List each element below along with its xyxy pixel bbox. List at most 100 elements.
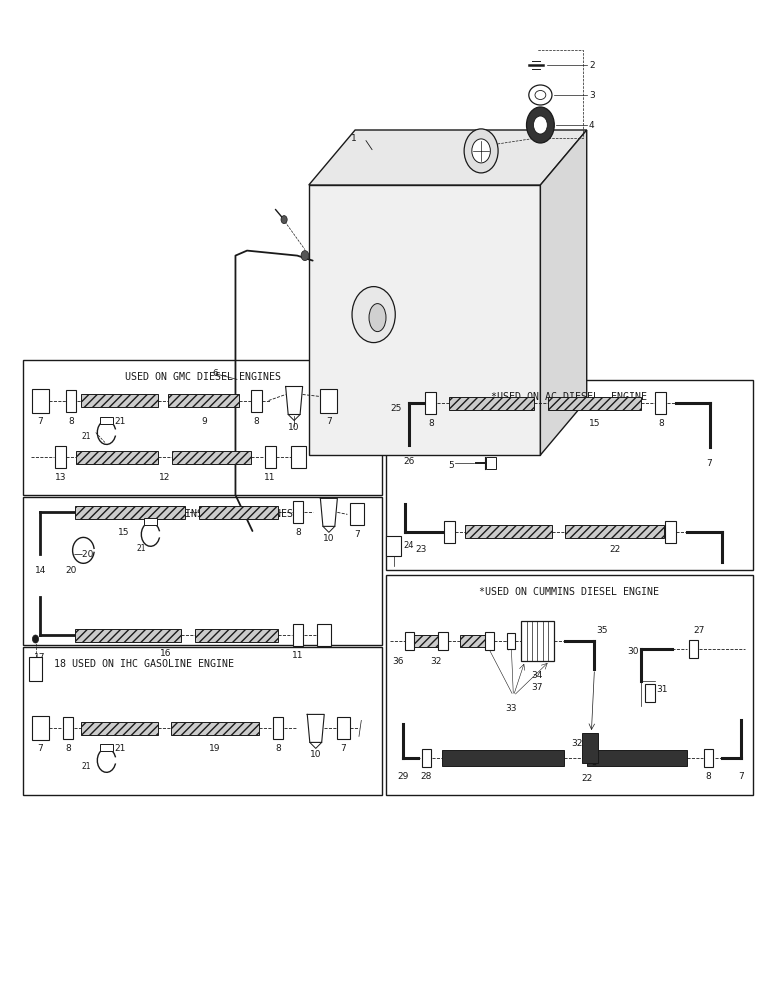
Bar (449, 397, 534, 410)
Bar (320, 388, 337, 412)
Text: 11: 11 (293, 651, 303, 660)
Bar (100, 416, 113, 424)
Text: 14: 14 (35, 566, 46, 575)
Bar (291, 446, 306, 468)
Bar (350, 503, 364, 525)
Text: 7: 7 (738, 772, 744, 781)
Text: USED ON PERKINS DIESEL ENGINES: USED ON PERKINS DIESEL ENGINES (113, 509, 293, 519)
Bar (63, 717, 73, 739)
Bar (425, 392, 436, 414)
Bar (293, 501, 303, 523)
Text: 11: 11 (265, 473, 276, 482)
Text: 8: 8 (706, 772, 712, 781)
Circle shape (32, 635, 39, 643)
Circle shape (301, 251, 309, 261)
Text: 31: 31 (656, 684, 668, 694)
Text: 8: 8 (295, 528, 301, 537)
Text: 10: 10 (323, 534, 334, 543)
Text: 7: 7 (326, 416, 332, 426)
Bar (32, 716, 49, 740)
Text: —20: —20 (73, 550, 93, 559)
Bar (172, 451, 251, 464)
Text: 21: 21 (81, 432, 90, 441)
Text: 21: 21 (137, 544, 146, 553)
Bar (66, 389, 76, 412)
Bar (265, 446, 276, 468)
Text: 7: 7 (354, 530, 360, 539)
Bar (665, 521, 676, 542)
Bar (689, 640, 698, 658)
Bar (438, 632, 448, 650)
Text: 6: 6 (212, 369, 218, 378)
Bar (548, 397, 641, 410)
Bar (521, 621, 554, 661)
Bar (199, 506, 278, 519)
Bar (444, 521, 455, 542)
Text: 8: 8 (428, 419, 434, 428)
Text: 21: 21 (81, 762, 90, 771)
Text: 17: 17 (35, 653, 46, 662)
Text: 22: 22 (581, 774, 592, 783)
Text: 27: 27 (693, 626, 705, 635)
Text: 36: 36 (392, 657, 403, 666)
Text: 8: 8 (65, 744, 71, 753)
Bar (414, 635, 438, 647)
Ellipse shape (535, 91, 546, 100)
Bar (442, 750, 564, 766)
Text: 8: 8 (658, 419, 664, 428)
Circle shape (533, 116, 547, 134)
Text: *USED ON CUMMINS DIESEL ENGINE: *USED ON CUMMINS DIESEL ENGINE (479, 587, 659, 597)
Text: 24: 24 (403, 541, 414, 550)
Text: 10: 10 (310, 750, 321, 759)
Text: 32: 32 (431, 657, 442, 666)
Text: 16: 16 (161, 649, 171, 658)
Bar (485, 632, 494, 650)
Text: 21: 21 (114, 416, 125, 426)
Circle shape (472, 139, 490, 163)
Polygon shape (309, 185, 540, 455)
Bar (337, 717, 350, 739)
Bar (76, 451, 158, 464)
Bar (422, 749, 431, 767)
Text: 8: 8 (68, 416, 74, 426)
Text: 9: 9 (201, 416, 207, 426)
Circle shape (281, 216, 287, 224)
Ellipse shape (529, 85, 552, 105)
Text: 32: 32 (571, 738, 583, 748)
Bar (100, 744, 113, 751)
Circle shape (352, 287, 395, 343)
Polygon shape (540, 130, 587, 455)
Bar (23, 360, 382, 495)
Text: USED ON GMC DIESEL ENGINES: USED ON GMC DIESEL ENGINES (124, 372, 281, 382)
Bar (29, 657, 42, 681)
Text: 15: 15 (118, 528, 129, 537)
Ellipse shape (369, 304, 386, 332)
Text: 35: 35 (596, 626, 608, 635)
Bar (81, 722, 158, 735)
Bar (55, 446, 66, 468)
Circle shape (527, 107, 554, 143)
Text: 34: 34 (532, 671, 543, 680)
Bar (144, 518, 157, 525)
Text: 7: 7 (706, 459, 712, 468)
Bar (386, 380, 753, 570)
Text: 4: 4 (589, 120, 594, 129)
Bar (655, 392, 666, 414)
Text: 7: 7 (340, 744, 347, 753)
Text: 26: 26 (404, 457, 415, 466)
Bar (81, 394, 158, 407)
Text: 2: 2 (589, 60, 594, 70)
Bar (386, 536, 401, 556)
Text: 10: 10 (289, 422, 300, 432)
Bar (75, 506, 185, 519)
Text: 8: 8 (253, 416, 259, 426)
Text: 29: 29 (398, 772, 408, 781)
Bar (317, 624, 331, 646)
Text: 18 USED ON IHC GASOLINE ENGINE: 18 USED ON IHC GASOLINE ENGINE (54, 659, 234, 669)
Text: 33: 33 (506, 704, 517, 713)
Polygon shape (309, 130, 587, 185)
Bar (171, 722, 259, 735)
Bar (168, 394, 239, 407)
Text: 22: 22 (609, 546, 620, 554)
Bar (251, 389, 262, 412)
